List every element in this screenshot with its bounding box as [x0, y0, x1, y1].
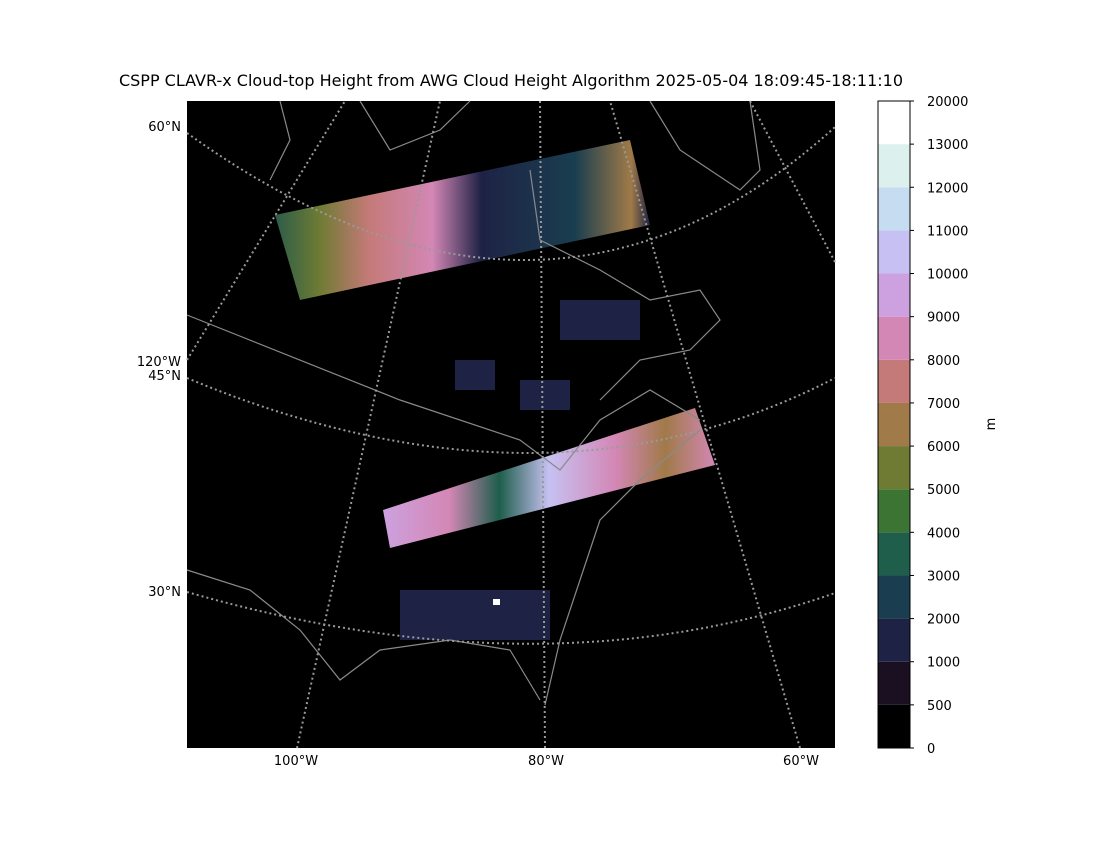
colorbar-frame [877, 100, 911, 749]
colorbar-tick-label: 6000 [927, 440, 960, 455]
colorbar-tick-label: 12000 [927, 181, 968, 196]
graticule [186, 100, 836, 749]
colorbar-segment [878, 273, 910, 317]
cloud-swath [275, 140, 650, 300]
lon-label: 100°W [274, 754, 318, 769]
colorbar-tick-label: 11000 [927, 224, 968, 239]
colorbar-tick-label: 5000 [927, 483, 960, 498]
colorbar-tick-label: 3000 [927, 569, 960, 584]
cloud-patch [493, 599, 500, 605]
colorbar-segment [878, 230, 910, 274]
lat-label: 30°N [148, 585, 181, 600]
colorbar-tick-label: 13000 [927, 138, 968, 153]
map [186, 100, 836, 749]
colorbar-segment [878, 187, 910, 231]
colorbar-segment [878, 446, 910, 490]
colorbar-tick-label: 500 [927, 699, 952, 714]
colorbar-tick-label: 0 [927, 742, 935, 757]
colorbar-tick-label: 2000 [927, 613, 960, 628]
colorbar-segment [878, 144, 910, 188]
lon-label: 120°W [137, 355, 181, 370]
colorbar-segment [878, 575, 910, 619]
colorbar-segment [878, 618, 910, 662]
colorbar-tick-label: 4000 [927, 526, 960, 541]
colorbar-label: m [984, 418, 999, 431]
colorbar-tick-label: 9000 [927, 311, 960, 326]
colorbar-tick-label: 8000 [927, 354, 960, 369]
title: CSPP CLAVR-x Cloud-top Height from AWG C… [119, 71, 903, 90]
lat-label: 45°N [148, 369, 181, 384]
coastlines [186, 100, 761, 706]
colorbar-segment [878, 489, 910, 533]
colorbar-tick-label: 20000 [927, 95, 968, 110]
colorbar-segment [878, 359, 910, 403]
colorbar-segment [878, 316, 910, 360]
colorbar-segment [878, 704, 910, 748]
cloud-patches [400, 300, 640, 640]
colorbar-segment [878, 101, 910, 145]
lat-label: 60°N [148, 120, 181, 135]
lon-label: 60°W [783, 754, 819, 769]
colorbar-segment [878, 532, 910, 576]
cloud-swath [383, 408, 715, 548]
colorbar-segment [878, 661, 910, 705]
colorbar-tick-label: 7000 [927, 397, 960, 412]
lon-label: 80°W [528, 754, 564, 769]
colorbar-segment [878, 402, 910, 447]
colorbar-tick-label: 1000 [927, 656, 960, 671]
colorbar-tick-label: 10000 [927, 268, 968, 283]
